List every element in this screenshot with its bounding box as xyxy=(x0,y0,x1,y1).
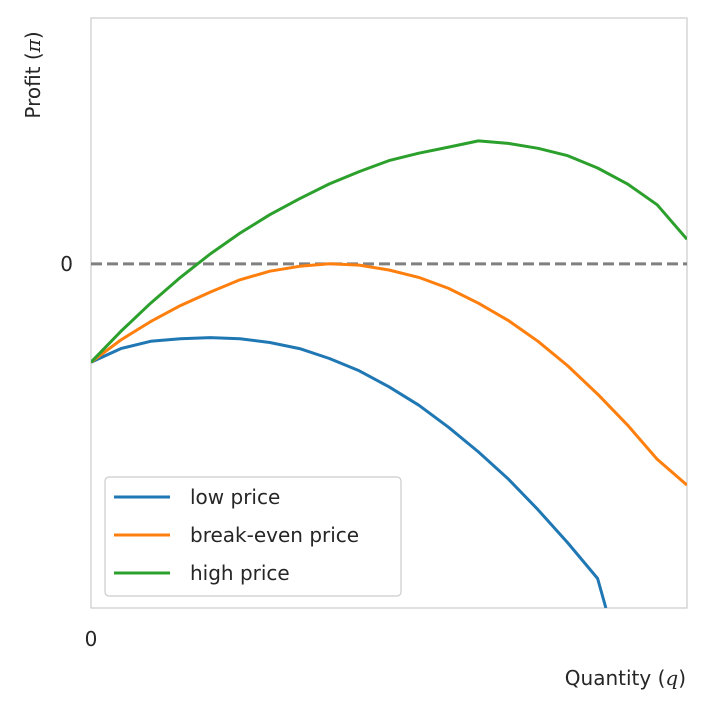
y-axis-label: Profit (π) xyxy=(21,31,45,118)
legend-label: low price xyxy=(190,485,280,509)
legend-box xyxy=(104,476,402,597)
y-tick-label: 0 xyxy=(60,252,73,276)
legend-label: high price xyxy=(190,561,290,585)
legend: low price break-even price high price xyxy=(104,476,402,597)
series-line-high-price xyxy=(91,139,687,364)
series-line-low-price xyxy=(91,336,608,608)
legend-label: break-even price xyxy=(190,523,359,547)
x-axis-label: Quantity (q) xyxy=(565,666,686,690)
series-line-break-even-price xyxy=(91,262,687,487)
x-tick-label: 0 xyxy=(85,627,98,651)
